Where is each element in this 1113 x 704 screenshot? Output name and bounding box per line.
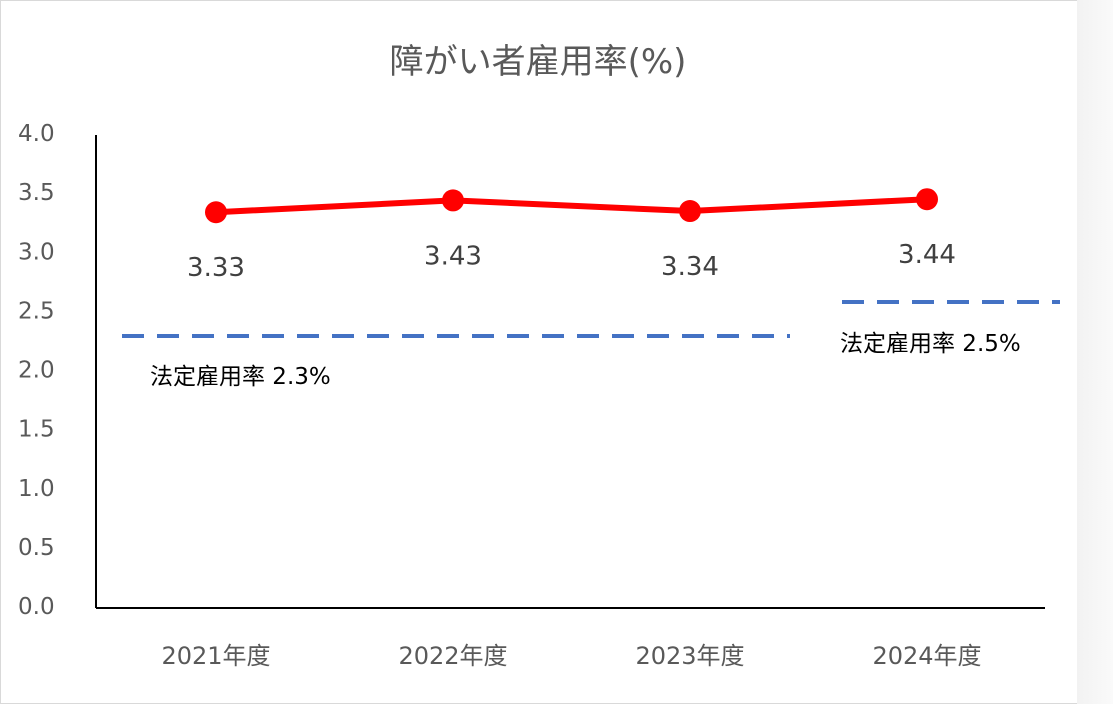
y-tick-label: 4.0 [18, 121, 55, 147]
x-tick-label: 2024年度 [872, 642, 981, 670]
data-point [916, 188, 938, 211]
side-shadow [1077, 0, 1113, 704]
data-labels: 3.33 3.43 3.34 3.44 [187, 240, 956, 283]
data-point [442, 189, 464, 212]
y-tick-label: 3.5 [18, 180, 55, 206]
y-tick-label: 0.5 [18, 535, 55, 561]
chart-title: 障がい者雇用率(%) [390, 42, 687, 82]
y-tick-label: 2.5 [18, 298, 55, 324]
y-tick-label: 0.0 [18, 594, 55, 620]
x-tick-label: 2021年度 [161, 642, 270, 670]
y-tick-label: 1.0 [18, 476, 55, 502]
data-label: 3.43 [424, 241, 482, 271]
reference-line-label: 法定雇用率 2.3% [150, 364, 331, 390]
data-point [205, 201, 227, 224]
data-label: 3.44 [898, 240, 956, 270]
y-tick-label: 3.0 [18, 239, 55, 265]
y-tick-label: 1.5 [18, 417, 55, 443]
series-line [215, 196, 928, 216]
y-axis-ticks: 0.0 0.5 1.0 1.5 2.0 2.5 3.0 3.5 4.0 [18, 121, 55, 620]
data-label: 3.33 [187, 253, 245, 283]
x-tick-label: 2022年度 [398, 642, 507, 670]
reference-line-label: 法定雇用率 2.5% [840, 331, 1021, 357]
data-label: 3.34 [661, 252, 719, 282]
y-tick-label: 2.0 [18, 358, 55, 384]
x-tick-label: 2023年度 [635, 642, 744, 670]
x-axis-ticks: 2021年度 2022年度 2023年度 2024年度 [161, 642, 981, 670]
data-point [679, 200, 701, 223]
series-group [205, 188, 938, 224]
reference-lines: 法定雇用率 2.3% 法定雇用率 2.5% [122, 300, 1060, 390]
